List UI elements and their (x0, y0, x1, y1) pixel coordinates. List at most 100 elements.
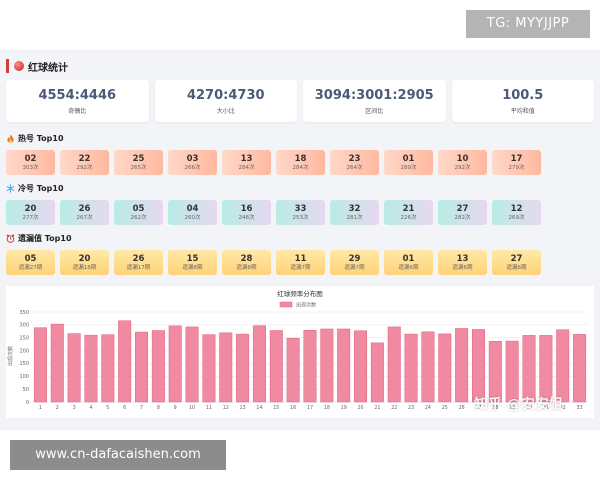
bar-20[interactable] (354, 330, 368, 403)
x-tick-label: 21 (374, 405, 380, 411)
bar-8[interactable] (151, 330, 165, 403)
y-tick-label: 300 (19, 323, 29, 329)
chip-number: 02 (24, 153, 37, 164)
chip-number: 23 (348, 153, 361, 164)
cold-number-chip: 04 260次 (168, 200, 217, 225)
bar-6[interactable] (118, 320, 132, 403)
bar-18[interactable] (320, 328, 334, 403)
bar-7[interactable] (135, 331, 148, 403)
bar-30[interactable] (522, 335, 536, 403)
hot-number-chip: 02 303次 (6, 150, 55, 175)
x-tick-label: 19 (341, 405, 347, 411)
miss-number-chip: 26 遗漏17期 (114, 250, 163, 275)
chip-count: 266次 (184, 164, 201, 171)
chip-number: 11 (294, 253, 307, 264)
chip-count: 284次 (292, 164, 309, 171)
x-tick-label: 11 (206, 405, 212, 411)
stat-value: 4554:4446 (38, 87, 117, 103)
bar-28[interactable] (488, 341, 502, 403)
bar-15[interactable] (269, 330, 283, 403)
bar-31[interactable] (539, 335, 553, 403)
chip-count: 遗漏17期 (126, 264, 151, 271)
x-tick-label: 7 (140, 405, 143, 411)
hot-title-text: 热号 Top10 (18, 133, 64, 143)
bar-11[interactable] (202, 334, 216, 403)
cold-section-title: 冷号 Top10 (6, 182, 64, 194)
tg-banner: TG: MYYJJPP (466, 10, 590, 38)
bar-13[interactable] (236, 333, 250, 403)
chip-number: 05 (132, 203, 145, 214)
chip-number: 29 (348, 253, 361, 264)
x-tick-label: 14 (256, 405, 262, 411)
bar-33[interactable] (573, 334, 587, 403)
chip-number: 15 (186, 253, 199, 264)
bar-14[interactable] (252, 325, 266, 403)
bar-24[interactable] (421, 331, 435, 403)
stat-value: 3094:3001:2905 (314, 87, 434, 103)
x-tick-label: 25 (442, 405, 448, 411)
y-tick-label: 200 (19, 348, 29, 354)
chip-number: 03 (186, 153, 199, 164)
x-tick-label: 33 (577, 405, 583, 411)
chip-count: 292次 (454, 164, 471, 171)
stat-card-big-small: 4270:4730 大小比 (154, 80, 297, 122)
y-axis-label: 出现次数 (7, 346, 14, 366)
bar-5[interactable] (101, 334, 115, 403)
legend-label[interactable]: 出现次数 (296, 302, 316, 309)
chip-number: 25 (132, 153, 145, 164)
chip-count: 253次 (292, 214, 309, 221)
x-tick-label: 28 (492, 405, 498, 411)
miss-number-chip: 01 遗漏6期 (384, 250, 433, 275)
hot-number-chip: 18 284次 (276, 150, 325, 175)
chip-number: 04 (186, 203, 199, 214)
bar-26[interactable] (455, 328, 469, 403)
cold-number-chip: 27 282次 (438, 200, 487, 225)
chip-number: 13 (240, 153, 253, 164)
cold-number-chip: 05 262次 (114, 200, 163, 225)
cold-number-chip: 32 281次 (330, 200, 379, 225)
cold-number-chip: 16 248次 (222, 200, 271, 225)
chip-number: 01 (402, 153, 415, 164)
chip-number: 32 (348, 203, 361, 214)
frequency-chart-svg: 红球频率分布图 出现次数 出现次数 050100150200250300350 … (7, 289, 588, 411)
chip-count: 279次 (508, 164, 525, 171)
bar-17[interactable] (303, 330, 317, 403)
chip-count: 226次 (400, 214, 417, 221)
bar-12[interactable] (219, 332, 233, 403)
miss-number-chip: 27 遗漏6期 (492, 250, 541, 275)
x-tick-label: 24 (425, 405, 431, 411)
chip-count: 284次 (238, 164, 255, 171)
y-tick-label: 100 (19, 374, 29, 380)
chart-title: 红球频率分布图 (277, 289, 323, 298)
frequency-chart: 红球频率分布图 出现次数 出现次数 0 50 100 150 200 250 300 350 … (6, 286, 594, 418)
y-tick-label: 0 (26, 400, 29, 406)
bar-10[interactable] (185, 326, 199, 403)
x-tick-label: 10 (189, 405, 195, 411)
bar-21[interactable] (370, 342, 384, 403)
bar-2[interactable] (50, 323, 64, 403)
legend-swatch (279, 301, 293, 308)
miss-number-chip: 13 遗漏6期 (438, 250, 487, 275)
bar-3[interactable] (67, 333, 81, 403)
bar-19[interactable] (337, 328, 351, 403)
chip-count: 遗漏7期 (344, 264, 365, 271)
bar-27[interactable] (472, 329, 485, 403)
bar-25[interactable] (438, 333, 452, 403)
bar-23[interactable] (404, 333, 418, 403)
hot-number-chip: 03 266次 (168, 150, 217, 175)
bar-22[interactable] (387, 326, 401, 403)
chip-count: 267次 (76, 214, 93, 221)
miss-number-chip: 15 遗漏8期 (168, 250, 217, 275)
bar-32[interactable] (556, 329, 570, 403)
bar-4[interactable] (84, 334, 98, 403)
chip-count: 265次 (130, 164, 147, 171)
bar-29[interactable] (505, 340, 519, 403)
alarm-clock-icon (6, 234, 15, 243)
bar-1[interactable] (33, 327, 47, 403)
chip-count: 遗漏6期 (452, 264, 473, 271)
bar-16[interactable] (286, 337, 300, 403)
chip-count: 282次 (454, 214, 471, 221)
x-tick-label: 4 (89, 405, 92, 411)
bar-9[interactable] (168, 325, 182, 403)
